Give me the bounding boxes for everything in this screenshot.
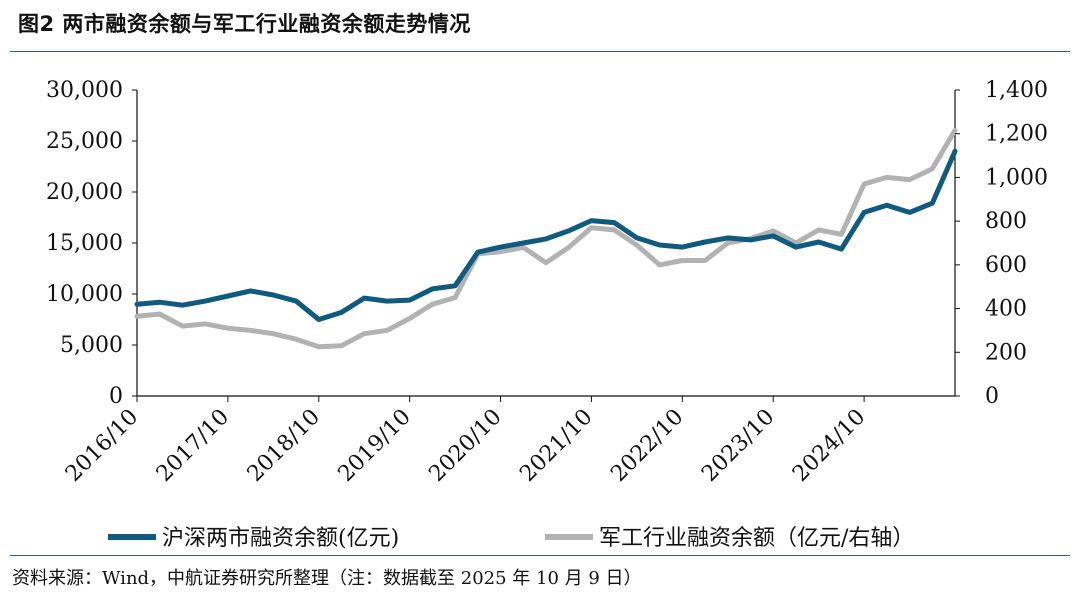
x-tick-label: 2021/10 — [515, 405, 597, 487]
x-tick-label: 2016/10 — [61, 405, 143, 487]
figure-title: 图2 两市融资余额与军工行业融资余额走势情况 — [18, 12, 471, 36]
left-tick-label: 0 — [109, 384, 123, 409]
left-tick-label: 25,000 — [46, 129, 123, 154]
left-tick-label: 15,000 — [46, 231, 123, 256]
left-tick-label: 5,000 — [60, 333, 123, 358]
x-tick-label: 2024/10 — [788, 405, 870, 487]
plot-frame — [136, 90, 956, 397]
title-divider — [10, 51, 1070, 52]
x-tick-label: 2020/10 — [424, 405, 506, 487]
source-note: 资料来源：Wind，中航证券研究所整理（注：数据截至 2025 年 10 月 9… — [12, 568, 642, 589]
right-axis-ticks: 0 200 400 600 800 1,000 1,200 1,400 — [955, 78, 1048, 409]
legend-label: 沪深两市融资余额(亿元) — [162, 526, 399, 551]
right-tick-label: 200 — [985, 340, 1027, 365]
x-tick-label: 2022/10 — [606, 405, 688, 487]
right-tick-label: 1,200 — [985, 122, 1048, 147]
right-tick-label: 600 — [985, 253, 1027, 278]
right-tick-label: 0 — [985, 384, 999, 409]
legend: 沪深两市融资余额(亿元) 军工行业融资余额（亿元/右轴） — [108, 526, 914, 551]
x-axis-ticks: 2016/10 2017/10 2018/10 2019/10 2020/10 2021/… — [61, 396, 870, 487]
right-tick-label: 800 — [985, 209, 1027, 234]
series-line-military — [134, 127, 958, 350]
left-tick-label: 20,000 — [46, 180, 123, 205]
right-tick-label: 400 — [985, 297, 1027, 322]
left-tick-label: 10,000 — [46, 282, 123, 307]
x-tick-label: 2017/10 — [152, 405, 234, 487]
right-tick-label: 1,000 — [985, 165, 1048, 190]
x-tick-label: 2018/10 — [243, 405, 325, 487]
x-tick-label: 2019/10 — [334, 405, 416, 487]
x-tick-label: 2023/10 — [697, 405, 779, 487]
series-layer — [134, 127, 958, 350]
left-tick-label: 30,000 — [46, 78, 123, 103]
legend-label: 军工行业融资余额（亿元/右轴） — [599, 526, 914, 551]
right-tick-label: 1,400 — [985, 78, 1048, 103]
series-line-market — [134, 148, 958, 322]
left-axis-ticks: 0 5,000 10,000 15,000 20,000 25,000 30,000 — [46, 78, 137, 409]
source-divider — [10, 555, 1070, 556]
